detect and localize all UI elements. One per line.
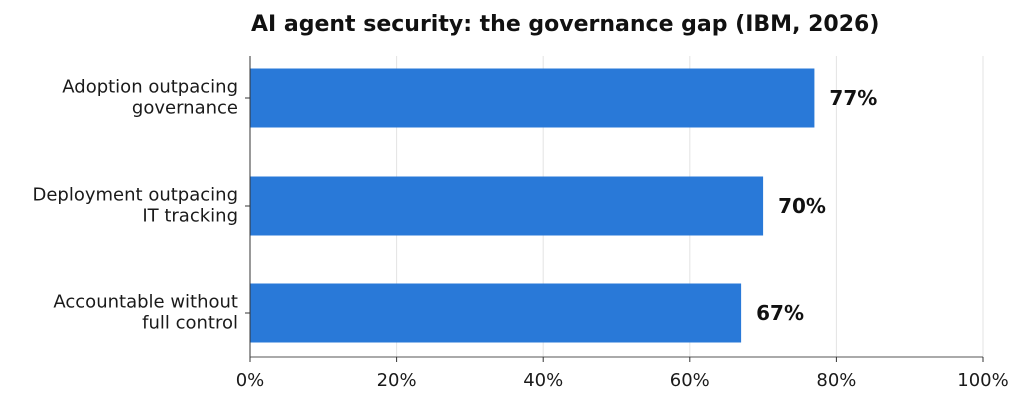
bar bbox=[250, 283, 742, 343]
x-tick-label: 20% bbox=[377, 370, 417, 391]
category-label-line: IT tracking bbox=[142, 206, 238, 227]
x-tick-label: 100% bbox=[957, 370, 1008, 391]
bars bbox=[250, 68, 815, 343]
category-labels: Adoption outpacing governance Deployment o… bbox=[33, 77, 239, 334]
category-label-line: governance bbox=[132, 98, 238, 119]
chart-title: AI agent security: the governance gap (I… bbox=[251, 12, 879, 37]
bar bbox=[250, 68, 815, 128]
x-tick-labels: 0% 20% 40% 60% 80% 100% bbox=[236, 357, 1009, 391]
x-tick-label: 60% bbox=[670, 370, 710, 391]
x-tick-label: 80% bbox=[816, 370, 856, 391]
axes bbox=[245, 56, 983, 358]
value-labels: 77% 70% 67% bbox=[756, 86, 877, 325]
bar-value-label: 67% bbox=[756, 301, 804, 325]
category-label-line: full control bbox=[142, 313, 238, 334]
bar-value-label: 70% bbox=[778, 194, 826, 218]
category-label: Adoption outpacing governance bbox=[62, 77, 238, 119]
category-label-line: Deployment outpacing bbox=[33, 185, 239, 206]
bar-value-label: 77% bbox=[829, 86, 877, 110]
category-label-line: Accountable without bbox=[53, 292, 238, 313]
category-label: Accountable without full control bbox=[53, 292, 238, 334]
x-tick-label: 40% bbox=[523, 370, 563, 391]
x-tick-label: 0% bbox=[236, 370, 265, 391]
category-label-line: Adoption outpacing bbox=[62, 77, 238, 98]
category-label: Deployment outpacing IT tracking bbox=[33, 185, 239, 227]
bar bbox=[250, 176, 764, 236]
